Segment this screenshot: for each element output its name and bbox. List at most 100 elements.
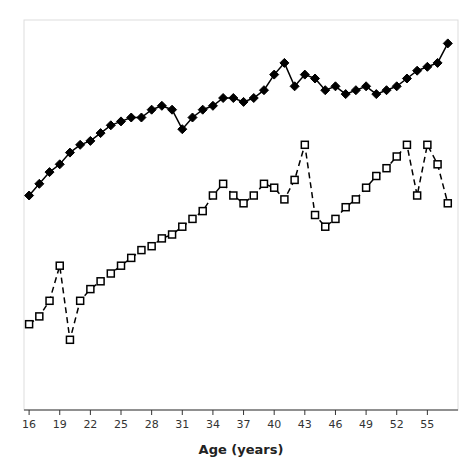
axis-line [24,410,458,411]
tick-label: 46 [328,418,342,431]
tick-mark [182,410,183,415]
diamond-marker [311,74,320,83]
square-marker [260,180,267,187]
diamond-marker [392,82,401,91]
square-marker [271,184,278,191]
plot-area [25,39,453,343]
square-marker [291,176,298,183]
square-marker [148,243,155,250]
square-marker [363,184,370,191]
square-marker [403,141,410,148]
diamond-marker [188,113,197,122]
tick-label: 25 [114,418,128,431]
square-marker [240,200,247,207]
diamond-marker [96,129,105,138]
diamond-marker [300,70,309,79]
tick-label: 28 [145,418,159,431]
diamond-marker [147,105,156,114]
diamond-marker [341,90,350,99]
series-line [29,43,448,195]
diamond-marker [106,121,115,130]
tick-mark [396,410,397,415]
diamond-marker [423,62,432,71]
square-marker [169,231,176,238]
diamond-marker [137,113,146,122]
diamond-marker [362,82,371,91]
square-marker [250,192,257,199]
tick-mark [151,410,152,415]
diamond-marker [372,90,381,99]
tick-label: 37 [237,418,251,431]
square-marker [77,297,84,304]
tick-mark [304,410,305,415]
square-marker [179,223,186,230]
square-marker [97,278,104,285]
tick-mark [212,410,213,415]
diamond-marker [127,113,136,122]
tick-mark [90,410,91,415]
square-marker [128,254,135,261]
tick-label: 43 [298,418,312,431]
diamond-marker [382,86,391,95]
square-marker [230,192,237,199]
diamond-marker [249,94,258,103]
tick-label: 22 [83,418,97,431]
tick-mark [29,410,30,415]
tick-mark [427,410,428,415]
series [25,39,453,200]
square-marker [56,262,63,269]
square-marker [220,180,227,187]
square-marker [383,165,390,172]
diamond-marker [76,140,85,149]
square-marker [118,262,125,269]
tick-label: 31 [175,418,189,431]
diamond-marker [35,179,44,188]
diamond-marker [25,191,34,200]
tick-mark [243,410,244,415]
diamond-marker [117,117,126,126]
tick-label: 49 [359,418,373,431]
diamond-marker [259,86,268,95]
tick-label: 16 [22,418,36,431]
series [26,141,452,343]
diamond-marker [290,82,299,91]
diamond-marker [402,74,411,83]
diamond-marker [55,160,64,169]
tick-mark [121,410,122,415]
tick-mark [366,410,367,415]
square-marker [189,215,196,222]
square-marker [26,321,33,328]
tick-label: 52 [390,418,404,431]
square-marker [46,297,53,304]
diamond-marker [433,58,442,67]
square-marker [352,196,359,203]
square-marker [158,235,165,242]
square-marker [209,192,216,199]
square-marker [87,286,94,293]
diamond-marker [280,58,289,67]
square-marker [36,313,43,320]
square-marker [332,215,339,222]
diamond-marker [86,136,95,145]
series-line [29,145,448,340]
square-marker [373,173,380,180]
square-marker [199,208,206,215]
square-marker [312,212,319,219]
diamond-marker [331,82,340,91]
diamond-marker [413,66,422,75]
diamond-marker [443,39,452,48]
tick-mark [59,410,60,415]
diamond-marker [157,101,166,110]
diamond-marker [178,125,187,134]
diamond-marker [229,94,238,103]
tick-label: 19 [53,418,67,431]
square-marker [393,153,400,160]
diamond-marker [219,94,228,103]
diamond-marker [270,70,279,79]
diamond-marker [45,168,54,177]
diamond-marker [65,148,74,157]
diamond-marker [351,86,360,95]
diamond-marker [321,86,330,95]
square-marker [66,336,73,343]
square-marker [342,204,349,211]
